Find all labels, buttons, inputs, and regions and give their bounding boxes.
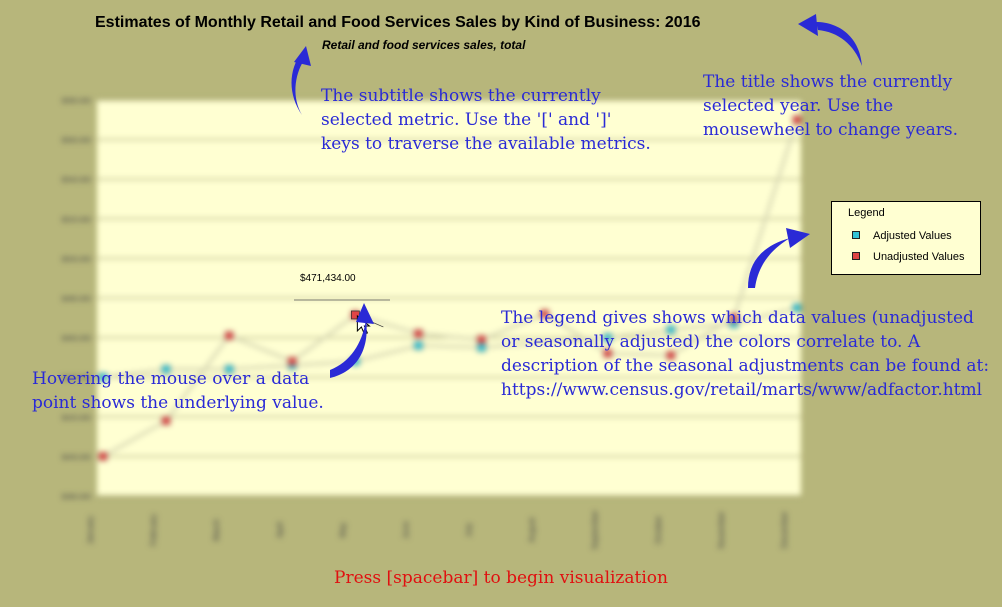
data-point bbox=[224, 331, 234, 340]
data-point bbox=[540, 309, 549, 319]
chart-subtitle: Retail and food services sales, total bbox=[322, 38, 526, 52]
y-tick-label: $520,000 bbox=[62, 217, 91, 224]
legend-note-line: https://www.census.gov/retail/marts/www/… bbox=[501, 380, 983, 400]
y-tick-label: $580,000 bbox=[62, 98, 91, 105]
legend-note-line: The legend gives shows which data values… bbox=[501, 308, 974, 328]
hover-note-line: point shows the underlying value. bbox=[32, 393, 324, 413]
x-tick-label: October bbox=[654, 515, 663, 544]
series-line bbox=[102, 119, 799, 458]
subtitle-annotation: The subtitle shows the currently selecte… bbox=[321, 84, 651, 156]
title-note-line: mousewheel to change years. bbox=[703, 120, 958, 140]
legend-item-adjusted: Adjusted Values bbox=[852, 229, 952, 243]
subtitle-note-line: The subtitle shows the currently bbox=[321, 86, 601, 106]
y-tick-label: $460,000 bbox=[62, 336, 91, 343]
data-point bbox=[414, 341, 423, 350]
value-tooltip: $471,434.00 bbox=[300, 273, 356, 284]
x-tick-label: December bbox=[780, 511, 789, 548]
hover-note-line: Hovering the mouse over a data bbox=[32, 369, 310, 389]
y-tick-label: $540,000 bbox=[62, 177, 91, 184]
x-tick-label: May bbox=[338, 522, 347, 537]
y-tick-label: $420,000 bbox=[62, 415, 91, 422]
legend-item-unadjusted: Unadjusted Values bbox=[852, 250, 965, 264]
data-point bbox=[477, 335, 486, 344]
data-point bbox=[161, 416, 171, 426]
y-tick-label: $440,000 bbox=[62, 375, 91, 382]
data-point bbox=[729, 313, 739, 323]
legend-box: Legend Adjusted Values Unadjusted Values bbox=[831, 201, 981, 275]
legend-swatch-adjusted bbox=[852, 231, 860, 240]
y-tick-label: $380,000 bbox=[62, 494, 91, 501]
legend-title: Legend bbox=[848, 207, 885, 219]
legend-annotation: The legend gives shows which data values… bbox=[501, 306, 989, 402]
legend-note-line: or seasonally adjusted) the colors corre… bbox=[501, 332, 921, 352]
data-point bbox=[792, 303, 802, 313]
subtitle-note-line: keys to traverse the available metrics. bbox=[321, 134, 651, 154]
subtitle-note-line: selected metric. Use the '[' and ']' bbox=[321, 110, 612, 130]
data-point bbox=[224, 365, 234, 374]
x-tick-label: September bbox=[591, 510, 600, 549]
x-tick-label: March bbox=[212, 519, 221, 541]
data-point bbox=[98, 452, 108, 461]
y-tick-label: $400,000 bbox=[62, 454, 91, 461]
chart-title: Estimates of Monthly Retail and Food Ser… bbox=[95, 14, 701, 31]
legend-label-unadjusted: Unadjusted Values bbox=[873, 251, 965, 263]
y-tick-label: $480,000 bbox=[62, 296, 91, 303]
x-tick-label: April bbox=[275, 522, 284, 538]
start-instruction: Press [spacebar] to begin visualization bbox=[334, 568, 668, 588]
data-point bbox=[98, 372, 108, 382]
x-tick-label: January bbox=[86, 516, 95, 544]
x-tick-label: November bbox=[717, 511, 726, 548]
x-tick-label: August bbox=[528, 517, 537, 543]
title-note-line: The title shows the currently bbox=[703, 72, 953, 92]
legend-swatch-unadjusted bbox=[852, 252, 860, 261]
y-tick-label: $560,000 bbox=[62, 138, 91, 145]
title-annotation: The title shows the currently selected y… bbox=[703, 70, 958, 142]
data-point bbox=[288, 357, 297, 366]
data-point bbox=[414, 329, 423, 338]
x-tick-label: February bbox=[149, 514, 158, 546]
legend-note-line: description of the seasonal adjustments … bbox=[501, 356, 990, 376]
data-point bbox=[161, 365, 171, 374]
data-point bbox=[792, 115, 802, 125]
title-note-line: selected year. Use the bbox=[703, 96, 894, 116]
data-point bbox=[603, 349, 612, 358]
y-tick-label: $500,000 bbox=[62, 256, 91, 263]
x-tick-label: July bbox=[465, 523, 474, 537]
x-tick-label: June bbox=[401, 521, 410, 539]
hover-annotation: Hovering the mouse over a data point sho… bbox=[32, 367, 324, 415]
data-point bbox=[666, 325, 676, 334]
data-point bbox=[666, 351, 676, 360]
legend-label-adjusted: Adjusted Values bbox=[873, 230, 952, 242]
data-point bbox=[603, 333, 612, 342]
